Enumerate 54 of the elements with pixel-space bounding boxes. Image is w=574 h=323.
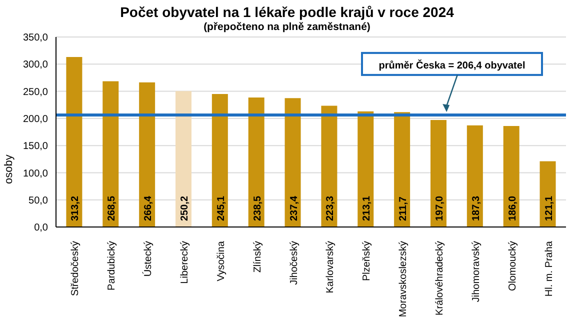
chart-subtitle: (přepočteno na plně zaměstnané) xyxy=(202,21,372,33)
bar xyxy=(358,111,374,227)
data-label: 238,5 xyxy=(252,196,264,221)
bar xyxy=(212,94,228,227)
x-tick-label: Moravskoslezský xyxy=(398,241,410,318)
data-label: 187,3 xyxy=(470,196,482,221)
y-tick-label: 150,0 xyxy=(22,141,48,152)
bar xyxy=(284,98,301,227)
data-label: 223,3 xyxy=(325,196,336,221)
data-label: 266,4 xyxy=(143,196,154,221)
y-tick-label: 200,0 xyxy=(22,114,48,125)
bar xyxy=(503,126,520,227)
y-tick-label: 250,0 xyxy=(22,86,48,98)
data-label: 211,7 xyxy=(398,196,410,221)
x-tick-label: Karlovarský xyxy=(325,241,336,294)
bar xyxy=(394,112,410,227)
bar xyxy=(540,161,556,227)
ref-line-label: průměr Česka = 206,4 obyvatel xyxy=(378,59,526,72)
x-tick-label: Jihočeský xyxy=(288,241,300,285)
bar xyxy=(321,106,338,227)
data-label: 250,2 xyxy=(179,196,190,221)
x-tick-label: Jihomoravský xyxy=(470,241,482,302)
bar xyxy=(248,98,264,227)
y-tick-label: 50,0 xyxy=(28,195,48,206)
y-axis-title: osoby xyxy=(3,154,15,184)
bar xyxy=(175,91,192,227)
x-tick-label: Liberecký xyxy=(180,241,190,284)
x-tick-label: Hl. m. Praha xyxy=(544,240,555,297)
x-tick-label: Královéhradecký xyxy=(434,241,446,316)
data-label: 186,0 xyxy=(507,196,518,221)
chart-title: Počet obyvatel na 1 lékaře podle krajů v roce 2024 xyxy=(119,4,455,21)
bar xyxy=(139,82,156,227)
data-label: 237,4 xyxy=(288,196,300,221)
y-tick-label: 300,0 xyxy=(22,60,48,71)
x-tick-label: Zlínský xyxy=(252,241,264,273)
y-tick-label: 0,0 xyxy=(34,222,48,234)
x-tick-label: Vysočina xyxy=(216,240,227,282)
x-tick-label: Plzeňský xyxy=(362,241,373,282)
data-label: 268,5 xyxy=(106,196,118,221)
data-label: 213,1 xyxy=(362,196,373,221)
x-tick-label: Pardubický xyxy=(106,241,118,290)
bar xyxy=(102,81,119,227)
data-label: 121,1 xyxy=(544,196,555,221)
bar xyxy=(430,120,446,227)
y-tick-label: 350,0 xyxy=(22,32,48,44)
x-tick-label: Olomoucký xyxy=(507,241,518,292)
y-tick-label: 100,0 xyxy=(22,168,48,180)
x-tick-label: Ústecký xyxy=(142,241,154,277)
bar xyxy=(66,56,82,227)
data-label: 197,0 xyxy=(434,196,446,221)
bar xyxy=(466,125,483,227)
x-tick-label: Středočeský xyxy=(70,241,82,296)
data-label: 313,2 xyxy=(70,196,82,221)
data-label: 245,1 xyxy=(216,196,227,221)
